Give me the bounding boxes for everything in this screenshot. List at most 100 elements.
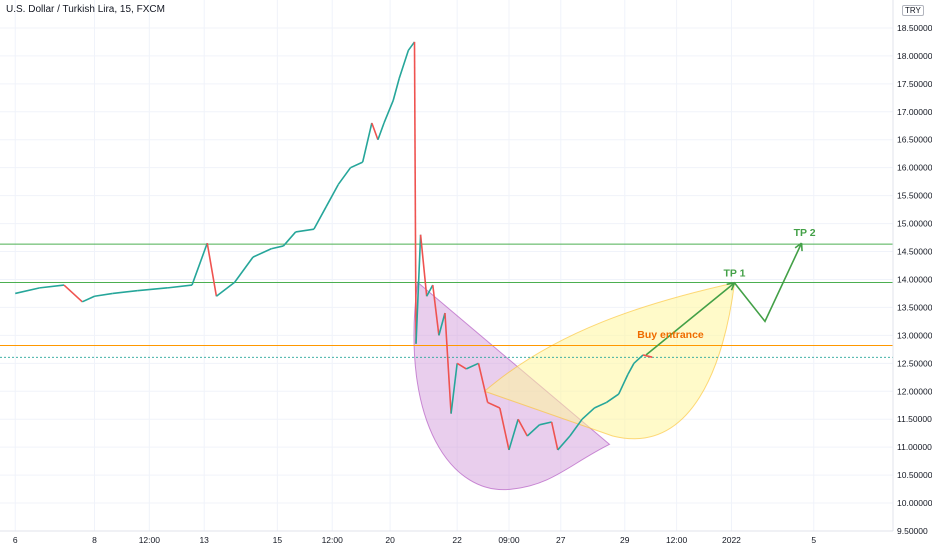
y-tick-label: 9.50000 bbox=[897, 526, 928, 536]
y-tick-label: 18.00000 bbox=[897, 51, 932, 61]
annotation-label: Buy entrance bbox=[637, 329, 704, 341]
y-tick-label: 14.50000 bbox=[897, 247, 932, 257]
pattern-regions bbox=[413, 281, 736, 491]
y-tick-label: 15.50000 bbox=[897, 191, 932, 201]
price-segment bbox=[550, 421, 559, 451]
price-segment bbox=[167, 284, 193, 289]
x-tick-label: 8 bbox=[92, 535, 97, 545]
price-segment bbox=[557, 435, 571, 451]
x-tick-label: 20 bbox=[385, 535, 395, 545]
price-segment bbox=[383, 100, 394, 124]
price-segment bbox=[313, 206, 327, 230]
y-tick-label: 12.50000 bbox=[897, 358, 932, 368]
x-tick-label: 12:00 bbox=[322, 535, 344, 545]
price-segment bbox=[271, 245, 284, 250]
price-segment bbox=[431, 284, 440, 336]
price-segment bbox=[487, 401, 501, 409]
x-tick-label: 22 bbox=[452, 535, 462, 545]
x-tick-label: 6 bbox=[13, 535, 18, 545]
price-segment bbox=[252, 248, 272, 258]
price-segment bbox=[438, 312, 446, 336]
price-segment bbox=[581, 407, 595, 420]
price-segment bbox=[419, 234, 428, 297]
price-segment bbox=[325, 184, 340, 208]
price-segment bbox=[517, 418, 528, 437]
projection-line bbox=[645, 242, 803, 356]
price-segment bbox=[569, 418, 583, 437]
price-segment bbox=[137, 287, 168, 292]
price-axis-bg bbox=[893, 0, 932, 550]
x-tick-label: 2022 bbox=[722, 535, 741, 545]
price-segment bbox=[215, 281, 236, 297]
price-segment bbox=[456, 362, 467, 370]
y-tick-label: 16.50000 bbox=[897, 135, 932, 145]
price-segment bbox=[295, 228, 315, 233]
projection-path bbox=[645, 242, 803, 356]
price-segment bbox=[350, 161, 364, 169]
price-segment bbox=[15, 287, 40, 295]
price-segment bbox=[392, 78, 401, 101]
price-segment bbox=[633, 354, 644, 364]
price-segment bbox=[415, 234, 422, 344]
price-segment bbox=[94, 292, 113, 298]
x-tick-label: 5 bbox=[811, 535, 816, 545]
price-series bbox=[15, 41, 653, 451]
price-segment bbox=[282, 231, 297, 247]
y-tick-label: 11.00000 bbox=[897, 442, 932, 452]
x-tick-label: 27 bbox=[556, 535, 566, 545]
y-tick-label: 16.00000 bbox=[897, 163, 932, 173]
price-segment bbox=[112, 289, 138, 295]
price-segment bbox=[444, 312, 452, 414]
y-tick-label: 15.00000 bbox=[897, 219, 932, 229]
x-tick-label: 12:00 bbox=[666, 535, 688, 545]
price-segment bbox=[450, 363, 458, 414]
price-segment bbox=[539, 421, 552, 426]
price-segment bbox=[398, 50, 410, 79]
price-segment bbox=[39, 284, 65, 289]
price-segment bbox=[425, 284, 434, 297]
price-segment bbox=[465, 362, 479, 370]
chart-title: U.S. Dollar / Turkish Lira, 15, FXCM bbox=[6, 4, 165, 15]
y-tick-label: 12.00000 bbox=[897, 386, 932, 396]
price-segment bbox=[81, 295, 95, 303]
price-segment bbox=[234, 256, 254, 283]
price-segment bbox=[617, 374, 629, 395]
price-segment bbox=[371, 122, 379, 141]
price-segment bbox=[413, 41, 417, 344]
price-segment bbox=[526, 424, 540, 437]
price-segment bbox=[477, 363, 489, 403]
price-segment bbox=[377, 122, 385, 141]
price-segment bbox=[593, 401, 607, 409]
x-tick-label: 13 bbox=[199, 535, 209, 545]
price-segment bbox=[627, 362, 635, 375]
price-segment bbox=[361, 122, 373, 163]
x-tick-label: 09:00 bbox=[498, 535, 520, 545]
price-segment bbox=[191, 242, 209, 286]
y-tick-label: 10.50000 bbox=[897, 470, 932, 480]
annotation-label: TP 2 bbox=[794, 227, 816, 239]
x-tick-label: 15 bbox=[273, 535, 283, 545]
tp1-arrowhead bbox=[726, 282, 736, 291]
grid-layer bbox=[0, 0, 893, 532]
x-tick-label: 29 bbox=[620, 535, 630, 545]
y-tick-label: 13.00000 bbox=[897, 330, 932, 340]
price-segment bbox=[63, 284, 83, 303]
price-segment bbox=[642, 354, 653, 358]
y-tick-label: 13.50000 bbox=[897, 302, 932, 312]
y-tick-label: 14.00000 bbox=[897, 274, 932, 284]
currency-badge[interactable]: TRY bbox=[902, 5, 924, 16]
annotation-label: TP 1 bbox=[724, 268, 746, 280]
x-tick-label: 12:00 bbox=[139, 535, 161, 545]
y-tick-label: 10.00000 bbox=[897, 498, 932, 508]
projection-arrowhead bbox=[794, 242, 803, 252]
y-tick-label: 11.50000 bbox=[897, 414, 932, 424]
price-segment bbox=[337, 167, 352, 185]
price-segment bbox=[499, 407, 510, 451]
price-segment bbox=[508, 418, 519, 451]
y-tick-label: 17.50000 bbox=[897, 79, 932, 89]
price-segment bbox=[606, 393, 620, 404]
y-tick-label: 17.00000 bbox=[897, 107, 932, 117]
y-tick-label: 18.50000 bbox=[897, 23, 932, 33]
